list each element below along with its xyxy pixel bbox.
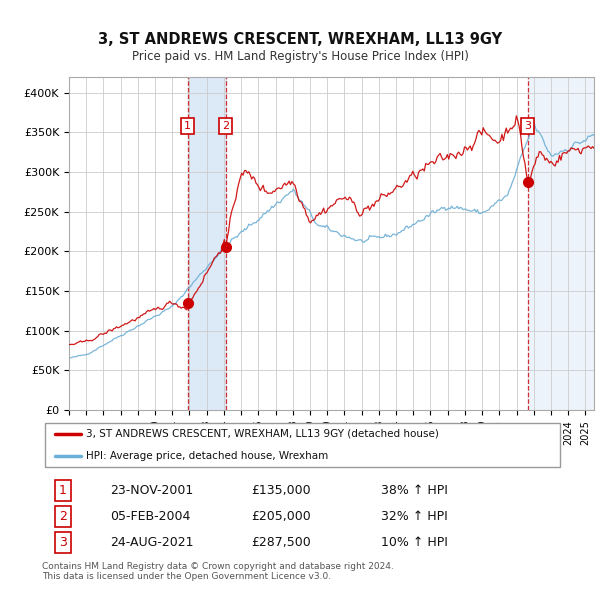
Text: £205,000: £205,000: [251, 510, 311, 523]
Text: 10% ↑ HPI: 10% ↑ HPI: [382, 536, 448, 549]
Text: 38% ↑ HPI: 38% ↑ HPI: [382, 484, 448, 497]
Text: 05-FEB-2004: 05-FEB-2004: [110, 510, 190, 523]
Bar: [188, 77, 226, 410]
Text: HPI: Average price, detached house, Wrexham: HPI: Average price, detached house, Wrex…: [86, 451, 329, 461]
Text: 23-NOV-2001: 23-NOV-2001: [110, 484, 193, 497]
Text: £287,500: £287,500: [251, 536, 311, 549]
Text: Price paid vs. HM Land Registry's House Price Index (HPI): Price paid vs. HM Land Registry's House …: [131, 50, 469, 63]
Text: 32% ↑ HPI: 32% ↑ HPI: [382, 510, 448, 523]
Text: 3, ST ANDREWS CRESCENT, WREXHAM, LL13 9GY (detached house): 3, ST ANDREWS CRESCENT, WREXHAM, LL13 9G…: [86, 429, 439, 439]
Text: 3, ST ANDREWS CRESCENT, WREXHAM, LL13 9GY: 3, ST ANDREWS CRESCENT, WREXHAM, LL13 9G…: [98, 32, 502, 47]
Text: 2: 2: [59, 510, 67, 523]
Text: Contains HM Land Registry data © Crown copyright and database right 2024.: Contains HM Land Registry data © Crown c…: [42, 562, 394, 571]
Text: 1: 1: [184, 121, 191, 131]
Text: 3: 3: [524, 121, 531, 131]
Bar: [528, 77, 594, 410]
Text: 3: 3: [59, 536, 67, 549]
Text: 1: 1: [59, 484, 67, 497]
Text: £135,000: £135,000: [251, 484, 310, 497]
Text: 2: 2: [222, 121, 229, 131]
Text: 24-AUG-2021: 24-AUG-2021: [110, 536, 193, 549]
Text: This data is licensed under the Open Government Licence v3.0.: This data is licensed under the Open Gov…: [42, 572, 331, 581]
Bar: [528, 77, 594, 410]
FancyBboxPatch shape: [44, 423, 560, 467]
